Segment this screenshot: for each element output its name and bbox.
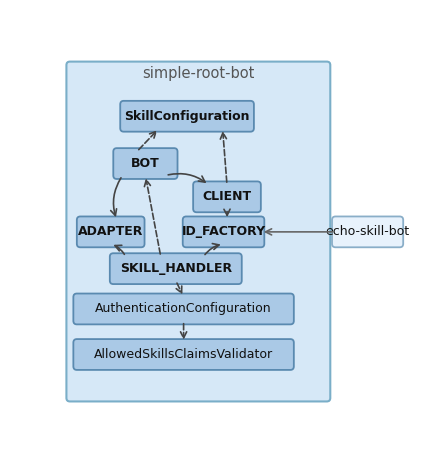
FancyBboxPatch shape: [77, 217, 145, 248]
Text: simple-root-bot: simple-root-bot: [142, 66, 254, 81]
Text: ID_FACTORY: ID_FACTORY: [181, 225, 266, 238]
Text: echo-skill-bot: echo-skill-bot: [326, 225, 409, 238]
FancyBboxPatch shape: [73, 339, 294, 370]
Text: CLIENT: CLIENT: [202, 190, 252, 203]
FancyBboxPatch shape: [120, 101, 254, 131]
FancyBboxPatch shape: [73, 293, 294, 324]
Text: BOT: BOT: [131, 157, 160, 170]
FancyBboxPatch shape: [110, 253, 242, 284]
Text: SkillConfiguration: SkillConfiguration: [124, 110, 250, 123]
Text: ADAPTER: ADAPTER: [78, 225, 143, 238]
FancyBboxPatch shape: [332, 217, 403, 248]
FancyBboxPatch shape: [66, 61, 330, 401]
Text: SKILL_HANDLER: SKILL_HANDLER: [120, 262, 232, 275]
Text: AllowedSkillsClaimsValidator: AllowedSkillsClaimsValidator: [94, 348, 273, 361]
FancyBboxPatch shape: [113, 148, 177, 179]
Text: AuthenticationConfiguration: AuthenticationConfiguration: [95, 303, 272, 315]
FancyBboxPatch shape: [183, 217, 264, 248]
FancyBboxPatch shape: [193, 182, 261, 212]
